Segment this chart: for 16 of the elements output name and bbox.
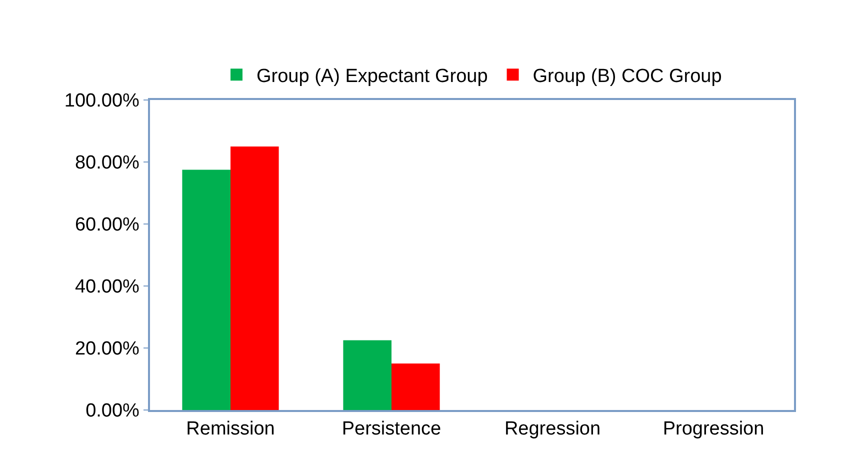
y-tick-label: 100.00% xyxy=(64,90,140,112)
y-tick-label: 40.00% xyxy=(74,276,140,298)
y-tick-label: 20.00% xyxy=(74,338,140,360)
bar xyxy=(230,146,279,410)
y-tick-label: 0.00% xyxy=(86,400,140,422)
bar xyxy=(392,364,440,410)
y-tick-label: 60.00% xyxy=(74,214,140,236)
bar xyxy=(343,340,392,410)
x-tick-label: Remission xyxy=(186,418,275,440)
x-tick-label: Regression xyxy=(504,418,601,440)
bar xyxy=(182,170,230,410)
x-tick-label: Persistence xyxy=(342,418,442,440)
y-tick-label: 80.00% xyxy=(74,152,140,174)
legend-label: Group (B) COC Group xyxy=(532,66,722,88)
x-tick-label: Progression xyxy=(662,418,764,440)
legend-label: Group (A) Expectant Group xyxy=(256,66,488,88)
